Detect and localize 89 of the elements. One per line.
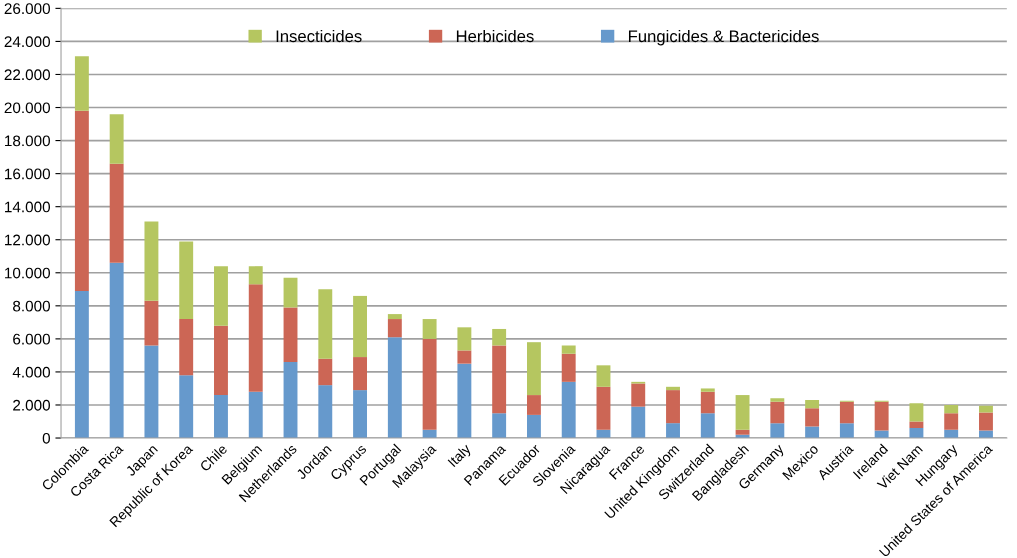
y-tick-label: 8.000	[13, 300, 51, 312]
y-tick-label: 20.000	[4, 102, 51, 114]
legend-label: Insecticides	[276, 29, 362, 43]
bar	[457, 327, 472, 351]
bar	[457, 363, 472, 439]
bar	[214, 395, 228, 439]
bar	[700, 413, 715, 439]
bar	[666, 390, 680, 424]
bar	[74, 56, 89, 111]
bar	[666, 423, 680, 439]
y-tick-label: 14.000	[5, 201, 51, 213]
bar	[387, 337, 402, 439]
bar	[666, 386, 680, 391]
bar	[248, 284, 263, 392]
bar	[909, 403, 924, 422]
bar	[805, 408, 820, 427]
bar	[283, 277, 298, 308]
bar	[387, 319, 402, 338]
bar	[74, 290, 89, 439]
bar	[631, 383, 646, 407]
bar	[909, 421, 924, 429]
bar	[248, 391, 263, 439]
y-tick-label: 0	[42, 432, 51, 444]
y-tick-label: 4.000	[12, 366, 51, 378]
bar	[631, 406, 646, 439]
bar	[561, 345, 576, 354]
bar	[109, 163, 124, 263]
bar	[944, 413, 959, 430]
bar	[770, 401, 785, 424]
bar	[770, 398, 785, 402]
legend-label: Herbicides	[456, 29, 534, 43]
bar	[179, 241, 194, 320]
bar	[353, 390, 368, 439]
bar	[457, 350, 472, 364]
bar	[144, 345, 159, 439]
bar	[144, 300, 159, 346]
bar	[318, 385, 333, 439]
bar	[179, 319, 194, 376]
bar	[596, 386, 611, 430]
bar	[839, 423, 854, 439]
bar	[909, 428, 924, 439]
bar	[283, 362, 298, 439]
bar	[318, 358, 333, 386]
bar	[353, 295, 368, 358]
bar	[492, 413, 507, 439]
bar	[492, 345, 507, 414]
bar	[805, 426, 820, 439]
bar	[422, 319, 437, 339]
y-tick-label: 18.000	[5, 135, 51, 147]
bar	[770, 423, 785, 439]
y-tick-label: 10.000	[5, 267, 51, 279]
bar	[74, 110, 89, 291]
bar	[353, 357, 368, 391]
bar	[561, 353, 576, 382]
bar	[979, 412, 993, 431]
bar	[109, 114, 124, 164]
bar	[318, 289, 333, 359]
y-tick-label: 24.000	[4, 36, 51, 48]
bar	[109, 262, 124, 439]
bar	[422, 338, 437, 430]
bar	[248, 266, 263, 285]
bar	[526, 414, 541, 439]
bar	[214, 266, 228, 326]
bar	[805, 400, 820, 409]
bar	[839, 401, 854, 424]
bar	[214, 325, 228, 396]
bar	[735, 429, 750, 435]
y-tick-label: 26.000	[4, 3, 51, 15]
bar	[144, 221, 159, 301]
bar	[561, 381, 576, 439]
bar	[700, 388, 715, 392]
bar	[492, 328, 507, 346]
bar	[700, 391, 715, 414]
y-tick-label: 6.000	[13, 333, 51, 345]
bar	[596, 365, 611, 387]
bar	[526, 342, 541, 396]
bar	[283, 307, 298, 363]
y-tick-label: 2.000	[13, 399, 51, 411]
y-tick-label: 16.000	[5, 168, 51, 180]
bar	[387, 314, 402, 320]
bar	[944, 404, 959, 414]
bar	[979, 405, 993, 413]
bar	[179, 375, 194, 439]
bar	[735, 395, 750, 430]
y-tick-label: 22.000	[4, 69, 51, 81]
bar	[526, 395, 541, 415]
bar	[874, 401, 889, 431]
y-tick-label: 12.000	[5, 234, 51, 246]
legend-label: Fungicides & Bactericides	[628, 29, 819, 46]
